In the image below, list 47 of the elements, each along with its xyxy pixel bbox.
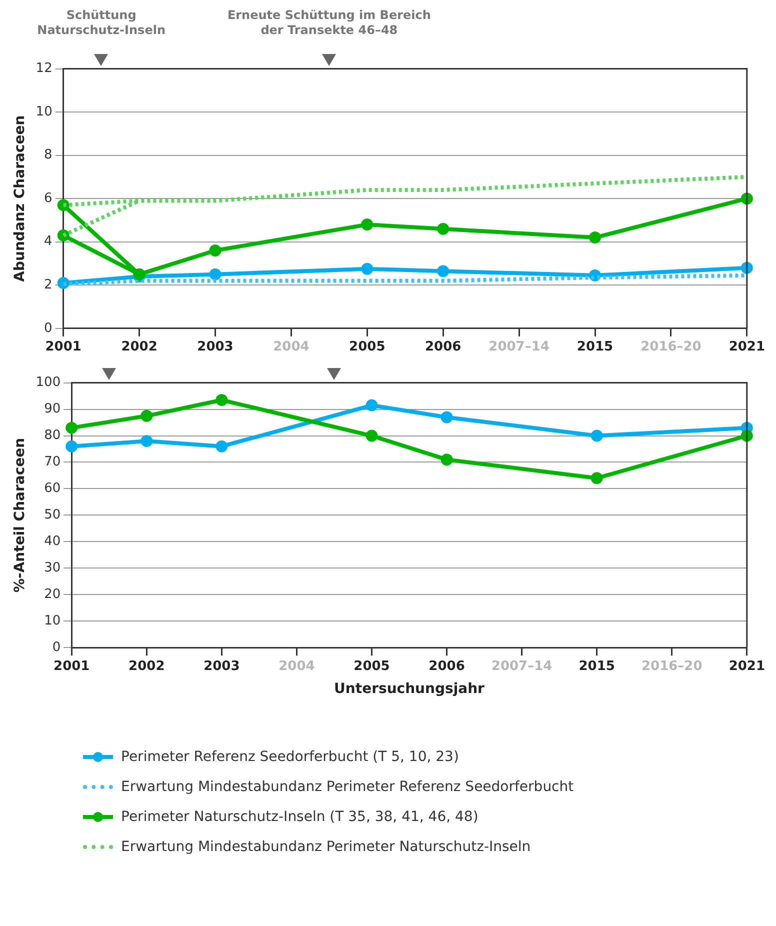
text: Erneute Schüttung im Bereich der Transekte 46–48	[226, 8, 432, 38]
y-tick-label: 30	[44, 560, 61, 576]
y-tick-label: 8	[44, 148, 52, 163]
y-tick-label: 10	[44, 613, 61, 628]
x-tick-label: 2021	[728, 658, 766, 674]
x-tick-label: 2005	[354, 658, 390, 674]
text: Schüttung Naturschutz-Inseln	[36, 8, 166, 38]
x-tick-label: 2003	[197, 340, 234, 355]
y-tick-label: 70	[44, 454, 61, 470]
x-tick-label: 2007–14	[488, 340, 550, 355]
y-axis-title: %-Anteil Characeen	[12, 438, 28, 593]
x-tick-label: 2016–20	[640, 340, 702, 355]
y-tick-label: 2	[44, 278, 52, 293]
x-tick-label: 2006	[428, 658, 465, 674]
legend-label: Erwartung Mindestabundanz Perimeter Naturschutz-Inseln	[121, 839, 531, 855]
legend-label: Perimeter Naturschutz-Inseln (T 35, 38, 41, 46, 48)	[121, 809, 478, 825]
x-tick-label: 2015	[578, 658, 615, 674]
y-tick-label: 100	[36, 375, 61, 390]
x-tick-label: 2015	[576, 340, 614, 355]
x-tick-label: 2005	[349, 340, 386, 355]
x-tick-label: 2007–14	[491, 658, 552, 674]
x-tick-label: 2001	[45, 340, 82, 355]
y-tick-label: 0	[52, 640, 61, 655]
x-axis-title: Untersuchungsjahr	[334, 681, 485, 698]
y-tick-label: 0	[44, 320, 52, 336]
y-tick-label: 40	[44, 534, 61, 550]
x-tick-label: 2016–20	[641, 658, 702, 674]
y-axis-title: Abundanz Characeen	[12, 115, 28, 282]
legend-label: Erwartung Mindestabundanz Perimeter Referenz Seedorferbucht	[121, 779, 574, 795]
x-tick-label: 2002	[121, 340, 158, 355]
x-tick-label: 2004	[273, 340, 310, 355]
x-tick-label: 2002	[128, 658, 165, 674]
x-tick-label: 2021	[728, 340, 766, 355]
y-tick-label: 20	[44, 587, 61, 602]
y-tick-label: 4	[44, 234, 52, 250]
y-tick-label: 6	[44, 190, 52, 206]
x-tick-label: 2004	[278, 658, 315, 674]
y-tick-label: 50	[44, 508, 61, 523]
y-tick-label: 12	[36, 61, 52, 76]
x-tick-label: 2003	[204, 658, 240, 674]
y-tick-label: 10	[36, 104, 52, 120]
y-tick-label: 90	[44, 402, 61, 417]
x-tick-label: 2001	[54, 658, 90, 674]
x-tick-label: 2006	[425, 340, 462, 355]
legend-label: Perimeter Referenz Seedorferbucht (T 5, 10, 23)	[121, 749, 459, 765]
y-tick-label: 60	[44, 481, 61, 496]
y-tick-label: 80	[44, 428, 61, 444]
